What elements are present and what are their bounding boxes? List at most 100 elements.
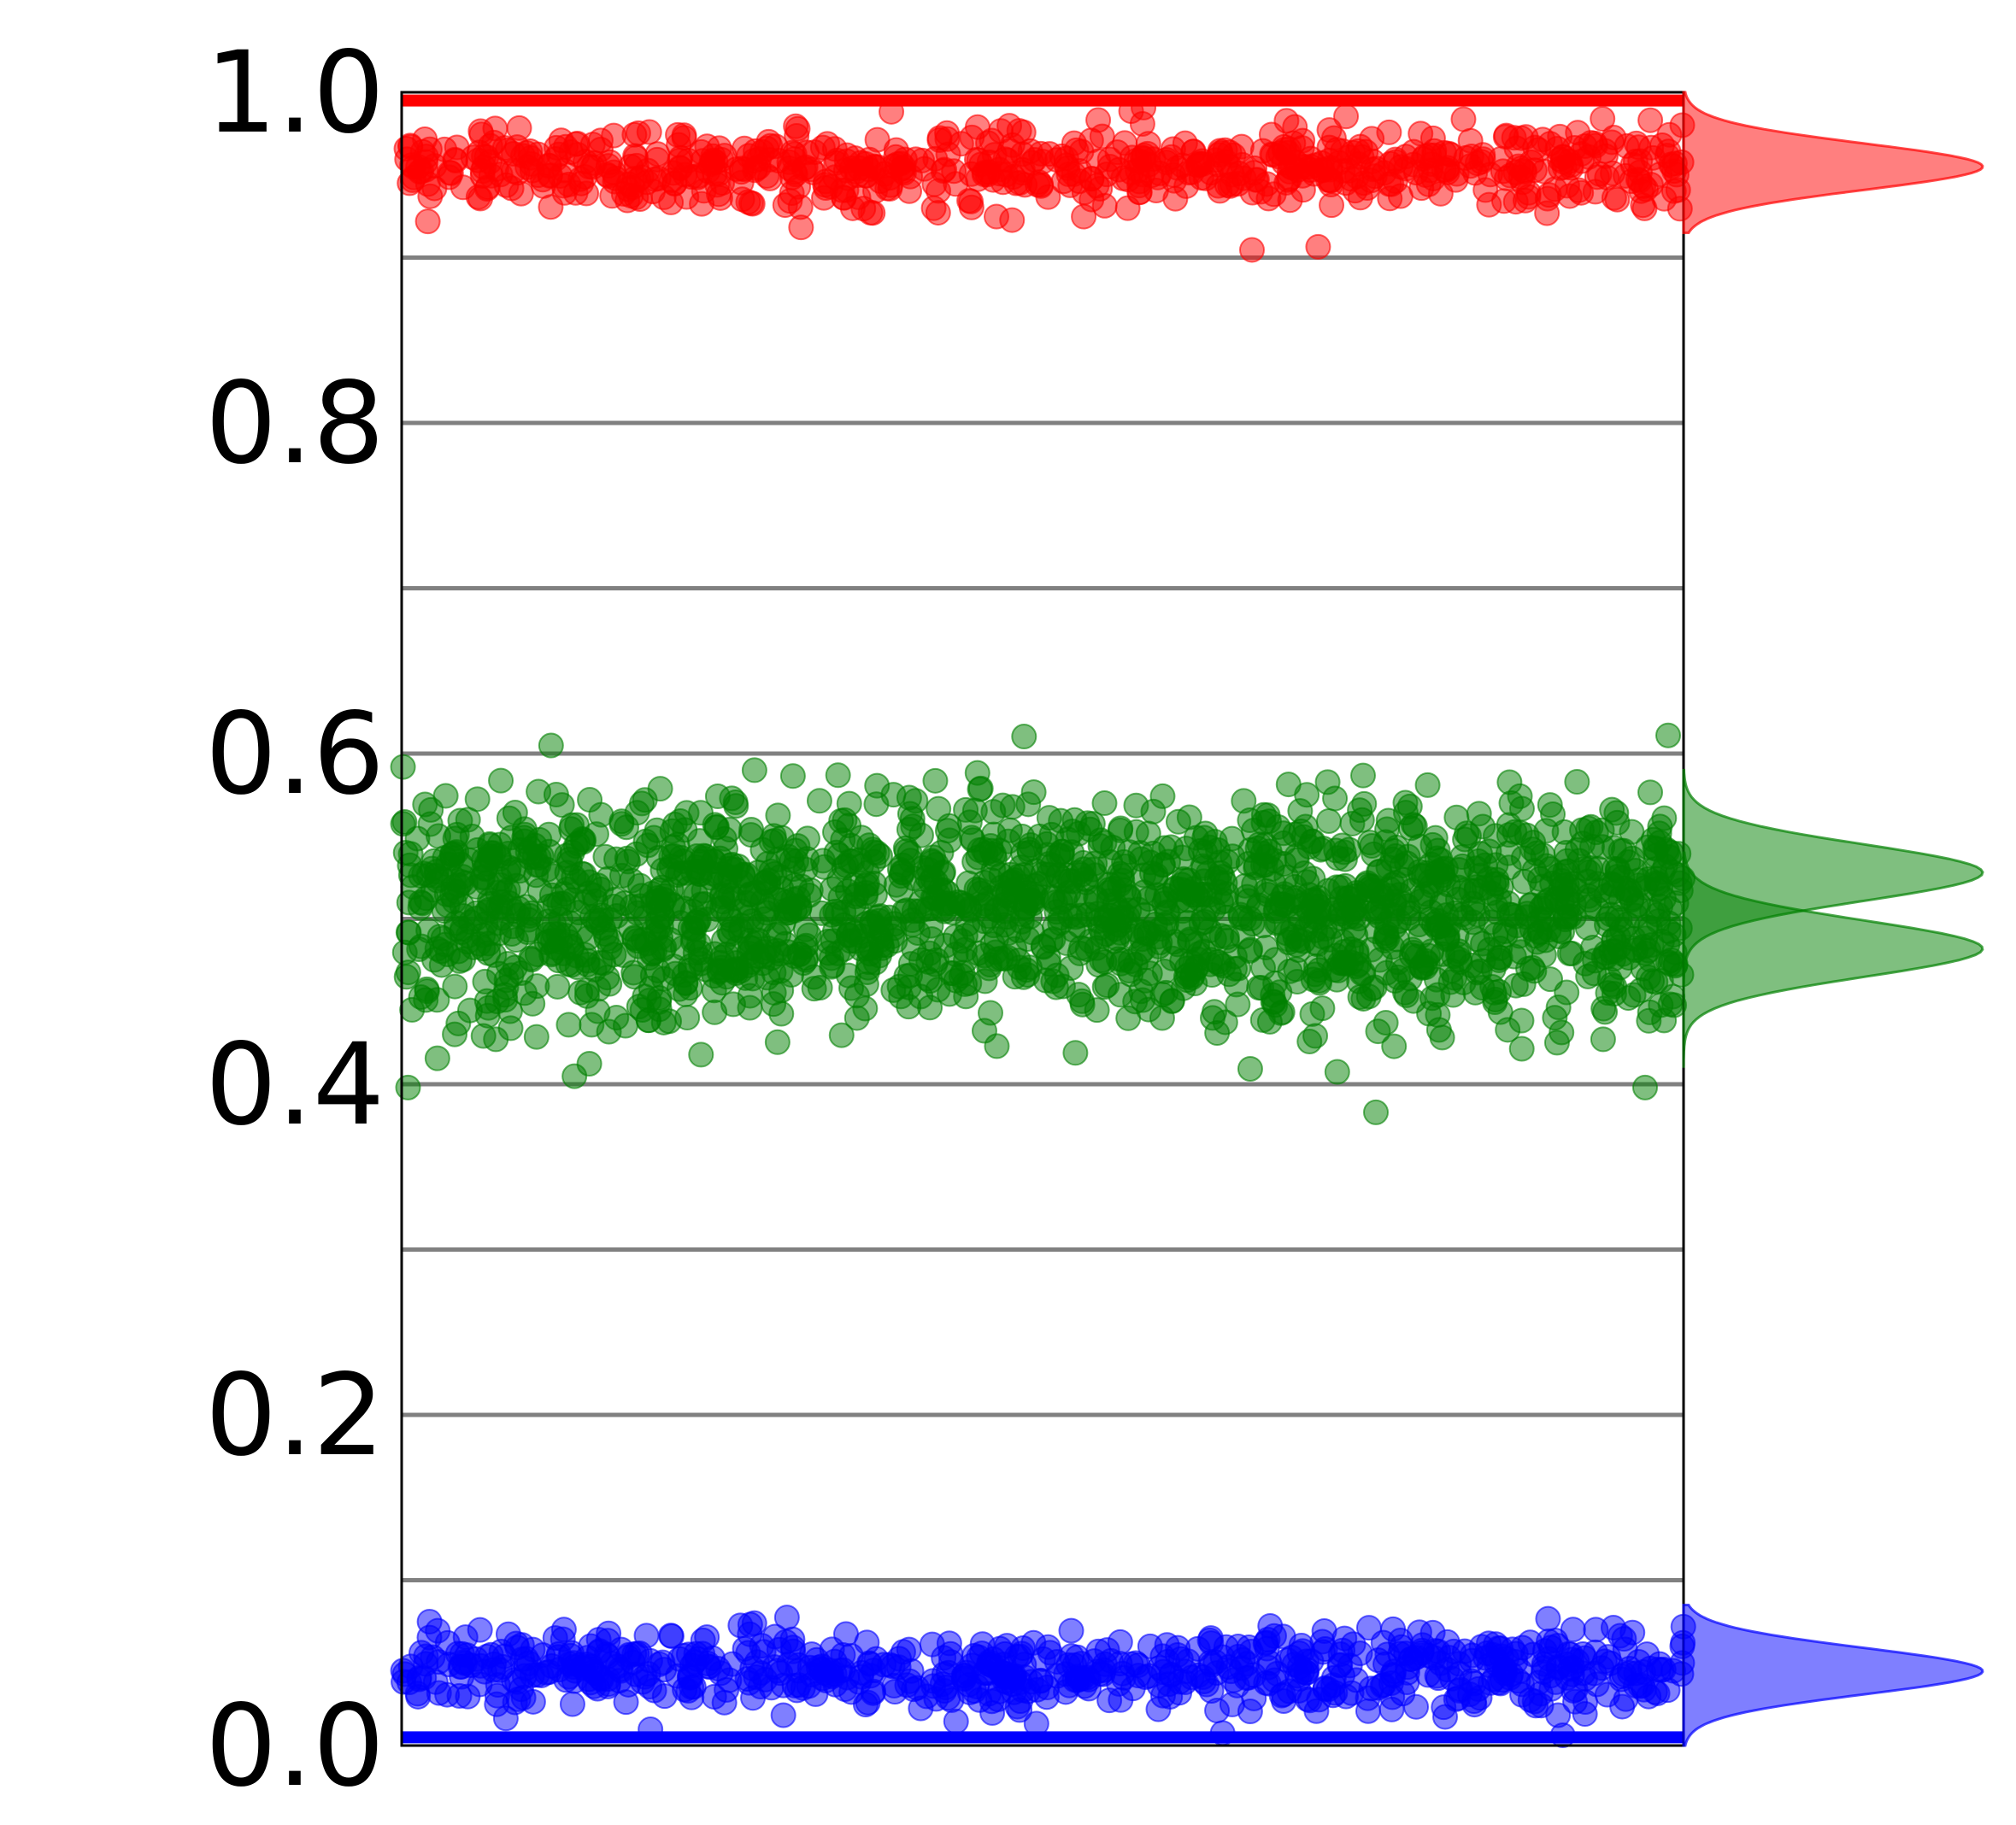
- data-point: [1379, 934, 1406, 960]
- data-point: [1043, 1648, 1070, 1675]
- data-point: [1315, 167, 1342, 193]
- data-point: [1250, 912, 1277, 939]
- data-point: [1583, 1617, 1609, 1643]
- data-point: [426, 1649, 452, 1675]
- data-point: [1547, 123, 1573, 150]
- data-point: [1582, 948, 1608, 974]
- data-point: [568, 170, 595, 197]
- data-point: [1545, 1702, 1572, 1728]
- data-point: [939, 899, 966, 925]
- data-point: [473, 855, 499, 882]
- data-point: [1331, 1625, 1358, 1652]
- data-point: [538, 1652, 565, 1679]
- data-point: [416, 1608, 443, 1634]
- data-point: [1299, 1001, 1325, 1027]
- data-point: [1202, 999, 1228, 1025]
- data-point: [1397, 815, 1424, 842]
- data-point: [948, 963, 974, 989]
- data-point: [1478, 1669, 1504, 1696]
- data-point: [554, 842, 580, 869]
- data-point: [823, 839, 849, 866]
- data-point: [984, 203, 1010, 230]
- data-point: [443, 910, 469, 936]
- data-point: [1564, 769, 1590, 795]
- data-point: [1355, 1698, 1381, 1724]
- data-point: [1056, 867, 1083, 894]
- data-point: [677, 915, 703, 942]
- data-point: [1607, 954, 1633, 981]
- data-point: [538, 732, 564, 759]
- data-point: [1604, 186, 1631, 213]
- data-point: [1349, 762, 1376, 789]
- data-point: [723, 793, 749, 819]
- data-point: [455, 929, 481, 955]
- data-point: [559, 1691, 585, 1717]
- data-point: [1392, 789, 1419, 816]
- data-point: [1495, 1017, 1521, 1043]
- data-point: [749, 138, 775, 165]
- data-point: [1451, 1638, 1478, 1664]
- data-point: [1214, 924, 1240, 950]
- data-point: [644, 141, 671, 167]
- data-point: [883, 137, 909, 163]
- data-point: [783, 113, 809, 139]
- data-point: [1508, 1036, 1535, 1062]
- data-point: [506, 114, 532, 141]
- data-point: [1512, 187, 1538, 214]
- data-point: [925, 199, 951, 226]
- data-point: [467, 1617, 493, 1643]
- density-curve-0: [1682, 91, 1984, 234]
- data-point: [634, 169, 661, 196]
- data-point: [1535, 1605, 1561, 1632]
- marginal-densities: [1682, 91, 1984, 1747]
- data-point: [563, 131, 590, 157]
- data-point: [1463, 874, 1490, 901]
- data-point: [1149, 1005, 1175, 1031]
- data-point: [688, 1042, 714, 1068]
- data-point: [1126, 179, 1153, 205]
- data-point: [1450, 106, 1477, 132]
- data-point: [1432, 855, 1459, 882]
- data-point: [515, 1650, 542, 1676]
- data-point: [1534, 185, 1560, 212]
- data-point: [704, 896, 731, 923]
- data-point: [720, 991, 746, 1018]
- data-point: [1388, 154, 1414, 180]
- data-point: [806, 788, 832, 814]
- data-point: [1456, 1681, 1483, 1708]
- data-point: [523, 1024, 550, 1050]
- data-point: [1644, 1680, 1671, 1706]
- data-point: [1271, 137, 1297, 163]
- data-point: [661, 842, 687, 869]
- data-point: [397, 133, 424, 160]
- data-point: [761, 827, 788, 854]
- data-point: [1214, 881, 1240, 907]
- data-point: [483, 1026, 509, 1053]
- data-point: [1084, 997, 1110, 1024]
- data-point: [401, 164, 427, 191]
- data-point: [981, 845, 1008, 871]
- data-point: [1149, 1682, 1176, 1709]
- data-point: [792, 916, 819, 942]
- data-points: [390, 94, 1696, 1749]
- data-point: [614, 845, 640, 871]
- data-point: [1656, 843, 1683, 870]
- data-point: [779, 1626, 806, 1652]
- data-point: [1502, 159, 1529, 185]
- data-point: [825, 762, 851, 789]
- data-point: [391, 939, 418, 965]
- data-point: [487, 1657, 514, 1683]
- data-point: [943, 924, 969, 950]
- data-point: [1305, 233, 1331, 260]
- data-point: [886, 1646, 913, 1672]
- data-point: [1564, 836, 1590, 863]
- data-point: [1055, 826, 1081, 853]
- data-point: [777, 188, 803, 214]
- data-point: [961, 1642, 988, 1669]
- data-point: [424, 987, 450, 1013]
- data-point: [1035, 944, 1061, 971]
- data-point: [832, 1621, 859, 1647]
- data-point: [1333, 103, 1360, 130]
- data-point: [1002, 964, 1028, 990]
- data-point: [1133, 944, 1160, 971]
